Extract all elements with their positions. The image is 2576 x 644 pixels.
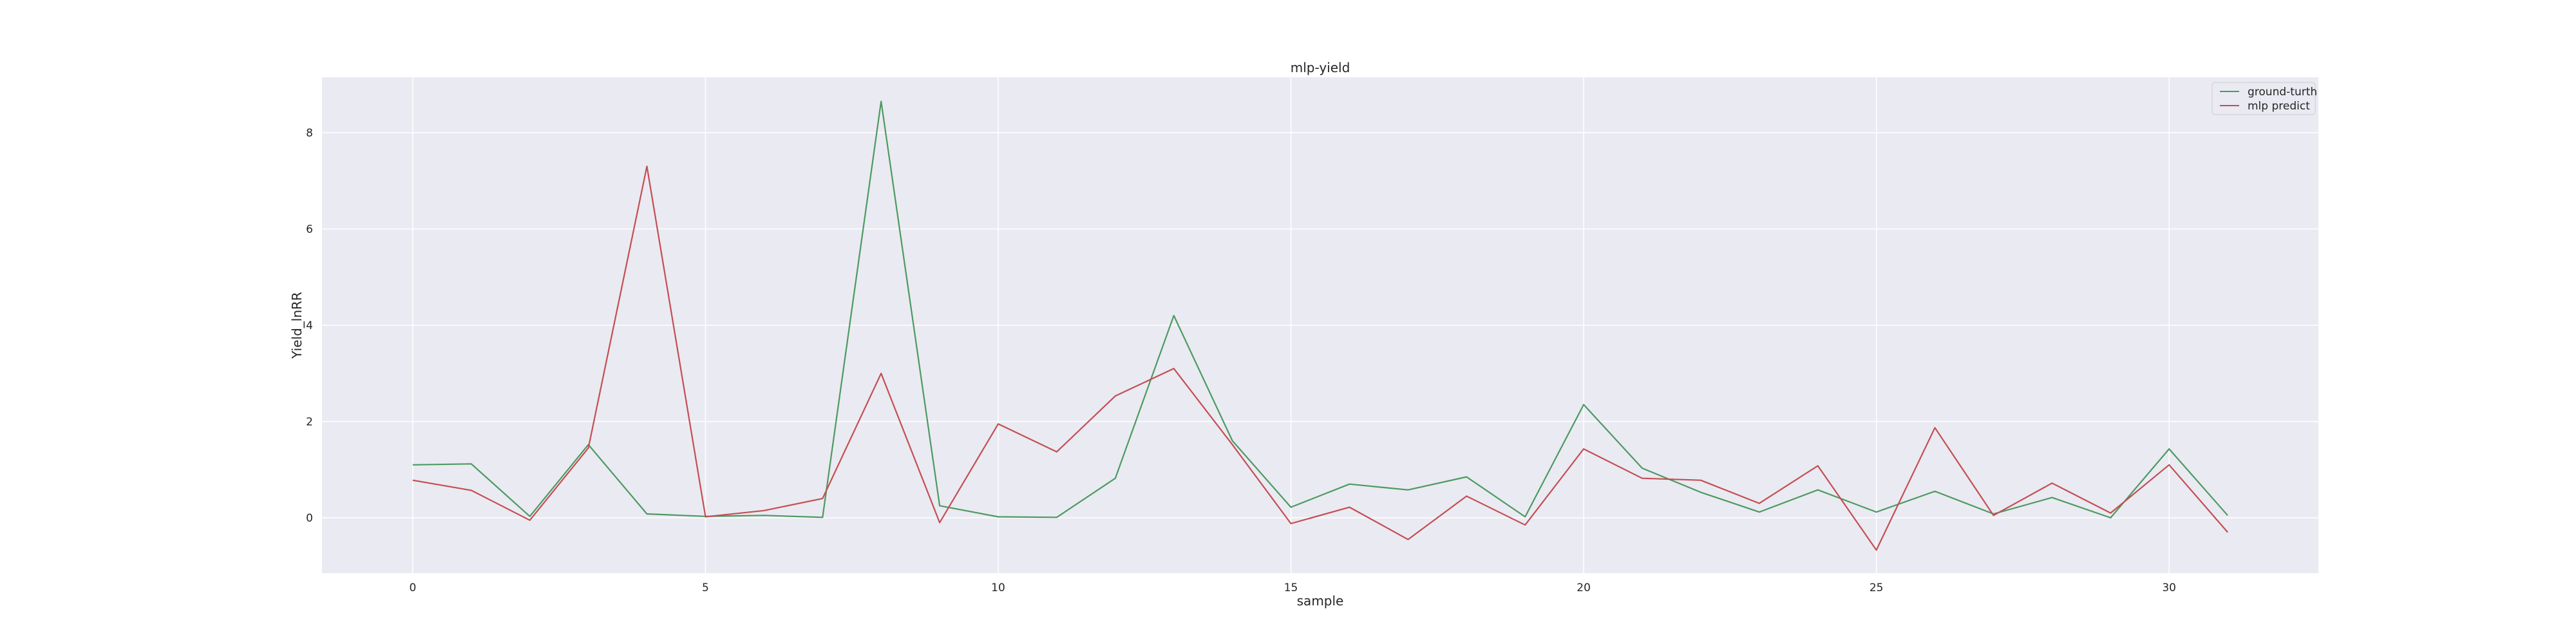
y-tick-label-0: 0 bbox=[306, 512, 313, 525]
y-tick-label-2: 2 bbox=[306, 416, 313, 429]
x-tick-label-25: 25 bbox=[1870, 582, 1884, 594]
series-layer bbox=[412, 100, 2228, 551]
x-tick-label-30: 30 bbox=[2162, 582, 2176, 594]
x-tick-label-20: 20 bbox=[1577, 582, 1591, 594]
y-tick-label-4: 4 bbox=[306, 319, 313, 332]
legend-box bbox=[2211, 82, 2316, 115]
legend: ground-turth mlp predict bbox=[2211, 82, 2317, 115]
y-tick-labels: 0 2 4 6 8 bbox=[306, 127, 313, 525]
y-tick-label-8: 8 bbox=[306, 127, 313, 140]
grid bbox=[322, 77, 2318, 573]
x-tick-label-0: 0 bbox=[409, 582, 416, 594]
chart-title: mlp-yield bbox=[1291, 60, 1350, 75]
y-tick-label-6: 6 bbox=[306, 223, 313, 236]
series-line-mlp-predict bbox=[412, 166, 2228, 551]
x-tick-label-15: 15 bbox=[1284, 582, 1298, 594]
x-tick-label-10: 10 bbox=[991, 582, 1005, 594]
legend-label-mlp-predict: mlp predict bbox=[2248, 100, 2310, 113]
x-axis-label: sample bbox=[1297, 593, 1344, 609]
y-axis-label: Yield_lnRR bbox=[289, 292, 305, 359]
x-tick-label-5: 5 bbox=[702, 582, 709, 594]
x-tick-labels: 0 5 10 15 20 25 30 bbox=[409, 582, 2176, 594]
legend-label-ground-turth: ground-turth bbox=[2248, 86, 2317, 99]
